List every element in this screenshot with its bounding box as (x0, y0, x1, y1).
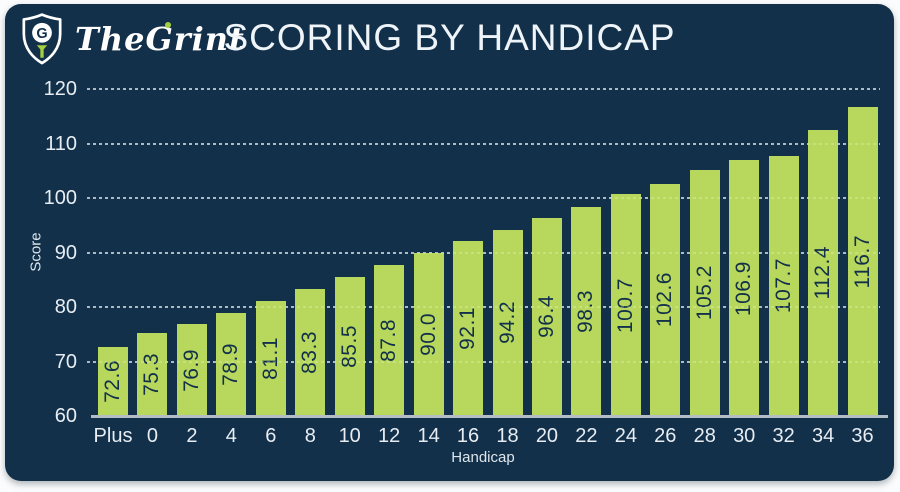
x-tick-label-22: 22 (575, 425, 598, 447)
bar-value-label: 112.4 (811, 246, 835, 300)
y-axis-labels: 60 70 80 90 100 110 120 (5, 78, 77, 427)
bar-value-label: 92.1 (456, 307, 480, 350)
y-tick-label: 120 (43, 78, 77, 100)
bar-value-label: 105.2 (692, 265, 716, 321)
y-tick-label: 70 (54, 350, 77, 373)
bar-value-label: 76.9 (179, 348, 203, 392)
x-tick-label-24: 24 (614, 425, 637, 447)
page-title: SCORING BY HANDICAP (223, 17, 676, 58)
gridline-70 (87, 360, 880, 363)
bar-16: 92.1 (453, 241, 484, 416)
y-tick-label: 60 (54, 405, 77, 427)
bar-10: 85.5 (334, 277, 365, 416)
bar-18: 94.2 (492, 229, 523, 416)
gridline-70 (87, 360, 880, 363)
gridline-80 (87, 306, 880, 308)
y-tick-label: 100 (43, 187, 77, 209)
x-tick-label-20: 20 (535, 425, 559, 447)
bar-36: 116.7 (847, 107, 878, 416)
gridline-120 (87, 88, 880, 90)
bar-14: 90.0 (413, 252, 444, 416)
bar-28: 105.2 (689, 169, 720, 416)
bar-0: 75.3 (137, 332, 168, 416)
y-tick-label: 90 (54, 241, 77, 264)
logo-g-letter: G (36, 26, 47, 42)
x-tick-label-6: 6 (265, 425, 277, 447)
bar-value-label: 75.3 (140, 352, 164, 396)
bar-6: 81.1 (255, 301, 286, 416)
bar-20: 96.4 (531, 217, 562, 416)
logo-g-circle (32, 22, 52, 43)
y-axis-title: Score (27, 232, 45, 272)
y-tick-label: 110 (45, 132, 77, 155)
brand: G TheGrint (19, 12, 245, 66)
gridline-90 (87, 251, 880, 254)
bar-32: 107.7 (768, 156, 799, 416)
bar-34: 112.4 (808, 130, 839, 416)
x-tick-label-36: 36 (851, 425, 874, 447)
brand-text: TheGrint (75, 20, 245, 58)
brand-wordmark: TheGrint (75, 13, 245, 65)
gridline-100 (87, 197, 880, 199)
x-tick-label-28: 28 (693, 425, 716, 447)
x-tick-label-30: 30 (733, 425, 756, 447)
x-axis-line (91, 415, 888, 418)
bar-value-label: 96.4 (534, 295, 558, 339)
bar-value-label: 78.9 (219, 343, 243, 386)
gridline-80 (87, 306, 880, 308)
bar-8: 83.3 (295, 289, 326, 416)
x-tick-label-16: 16 (456, 425, 480, 447)
bar-value-label: 116.7 (850, 234, 874, 289)
x-tick-label-0: 0 (146, 425, 158, 447)
x-axis-title: Handicap (451, 449, 515, 466)
x-tick-label-26: 26 (654, 425, 677, 447)
x-tick-label-34: 34 (811, 425, 835, 447)
bar-value-label: 87.8 (377, 318, 401, 362)
x-tick-label-8: 8 (304, 425, 316, 447)
gridline-90 (87, 251, 880, 254)
bar-12: 87.8 (374, 264, 405, 416)
plot-area: 72.6 75.3 76.9 78.9 81.1 83.3 85.5 87.8 90.0 92.1… (87, 88, 888, 418)
y-tick-label: 80 (54, 296, 77, 318)
gridline-120 (87, 88, 880, 90)
chart-card: G TheGrint SCORING BY HANDICAP 60 70 80 90 1… (5, 4, 894, 481)
bar-value-label: 83.3 (298, 331, 322, 374)
bar-value-label: 102.6 (653, 272, 677, 328)
bar-value-label: 90.0 (416, 312, 440, 356)
x-tick-label-2: 2 (186, 425, 198, 447)
x-tick-label-4: 4 (225, 425, 237, 447)
x-tick-label-32: 32 (772, 425, 795, 447)
x-tick-label-14: 14 (417, 425, 440, 447)
bar-30: 106.9 (729, 160, 760, 416)
bar-22: 98.3 (571, 207, 602, 416)
gridline-100 (87, 197, 880, 199)
gridline-110 (87, 142, 880, 145)
bar-2: 76.9 (176, 323, 207, 416)
bar-value-label: 81.1 (258, 337, 282, 380)
x-tick-label-18: 18 (496, 425, 519, 447)
golf-tee-icon (36, 45, 48, 58)
bar-4: 78.9 (216, 313, 247, 416)
bar-Plus: 72.6 (98, 347, 128, 416)
shield-golf-logo-icon: G (22, 13, 62, 65)
x-tick-label-12: 12 (378, 425, 401, 447)
bar-24: 100.7 (610, 194, 641, 416)
brand-i-dot-accent (165, 22, 171, 28)
bar-value-label: 98.3 (574, 290, 598, 334)
bar-value-label: 72.6 (101, 360, 124, 404)
x-tick-label-10: 10 (338, 425, 361, 447)
gridline-110 (87, 142, 880, 145)
x-tick-label-Plus: Plus (93, 425, 133, 447)
bar-26: 102.6 (650, 183, 681, 416)
